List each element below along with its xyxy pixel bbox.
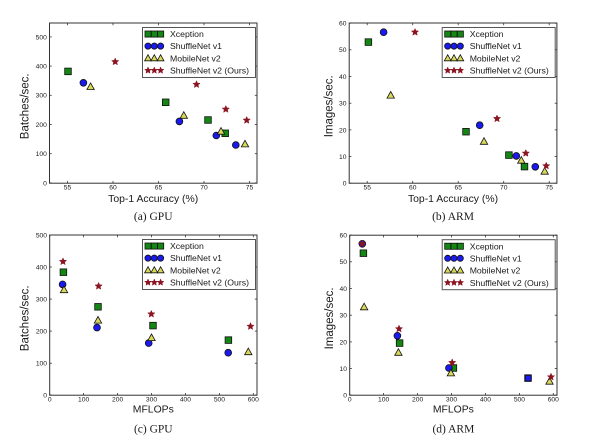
svg-text:ShuffleNet v1: ShuffleNet v1 [170, 41, 222, 51]
svg-text:Xception: Xception [470, 241, 504, 251]
svg-text:MFLOPs: MFLOPs [433, 405, 474, 416]
svg-text:100: 100 [36, 151, 47, 158]
svg-text:400: 400 [36, 64, 47, 71]
svg-text:600: 600 [548, 397, 559, 404]
svg-text:40: 40 [339, 74, 347, 81]
svg-text:70: 70 [500, 185, 508, 192]
svg-text:ShuffleNet v1: ShuffleNet v1 [170, 253, 222, 263]
svg-text:MFLOPs: MFLOPs [133, 405, 174, 416]
svg-text:Images/sec.: Images/sec. [324, 75, 336, 137]
svg-text:300: 300 [446, 397, 457, 404]
svg-text:(c) GPU: (c) GPU [134, 424, 173, 436]
svg-text:100: 100 [36, 361, 47, 368]
svg-text:40: 40 [340, 286, 348, 293]
svg-text:ShuffleNet v2 (Ours): ShuffleNet v2 (Ours) [170, 66, 249, 76]
svg-text:400: 400 [480, 397, 491, 404]
svg-text:500: 500 [36, 34, 47, 41]
svg-text:Images/sec.: Images/sec. [324, 287, 336, 349]
svg-text:Xception: Xception [170, 241, 204, 251]
svg-text:75: 75 [246, 185, 254, 192]
svg-text:(a) GPU: (a) GPU [134, 211, 173, 223]
svg-text:Top-1 Accuracy (%): Top-1 Accuracy (%) [108, 194, 198, 205]
svg-text:400: 400 [180, 397, 191, 404]
svg-text:65: 65 [454, 185, 462, 192]
svg-text:60: 60 [340, 233, 348, 240]
svg-text:Xception: Xception [170, 29, 204, 39]
svg-text:60: 60 [409, 185, 417, 192]
svg-text:50: 50 [340, 259, 348, 266]
svg-text:MobileNet v2: MobileNet v2 [170, 265, 221, 275]
svg-text:10: 10 [339, 154, 347, 161]
svg-text:30: 30 [340, 313, 348, 320]
svg-text:600: 600 [248, 397, 259, 404]
svg-text:10: 10 [340, 366, 348, 373]
svg-text:50: 50 [339, 47, 347, 54]
svg-text:500: 500 [514, 397, 525, 404]
svg-text:100: 100 [78, 397, 89, 404]
svg-text:0: 0 [343, 181, 347, 188]
svg-text:100: 100 [378, 397, 389, 404]
svg-text:400: 400 [36, 264, 47, 271]
svg-text:60: 60 [109, 185, 117, 192]
svg-text:Xception: Xception [470, 29, 504, 39]
svg-text:55: 55 [363, 185, 371, 192]
svg-text:MobileNet v2: MobileNet v2 [470, 266, 521, 276]
svg-text:55: 55 [64, 185, 72, 192]
svg-text:ShuffleNet v1: ShuffleNet v1 [470, 41, 522, 51]
svg-text:MobileNet v2: MobileNet v2 [470, 53, 521, 63]
svg-text:70: 70 [200, 185, 208, 192]
svg-text:20: 20 [340, 339, 348, 346]
svg-text:500: 500 [36, 232, 47, 239]
svg-text:65: 65 [155, 185, 163, 192]
svg-text:0: 0 [343, 393, 347, 400]
svg-text:200: 200 [112, 397, 123, 404]
svg-text:(b) ARM: (b) ARM [432, 211, 474, 223]
svg-text:300: 300 [36, 93, 47, 100]
svg-text:200: 200 [36, 329, 47, 336]
svg-text:0: 0 [348, 397, 352, 404]
svg-text:ShuffleNet v1: ShuffleNet v1 [470, 253, 522, 263]
svg-text:Batches/sec.: Batches/sec. [20, 73, 32, 139]
svg-text:20: 20 [339, 127, 347, 134]
svg-text:30: 30 [339, 101, 347, 108]
svg-text:0: 0 [43, 393, 47, 400]
svg-text:500: 500 [214, 397, 225, 404]
svg-text:(d) ARM: (d) ARM [432, 424, 474, 436]
svg-text:MobileNet v2: MobileNet v2 [170, 53, 221, 63]
svg-text:Batches/sec.: Batches/sec. [20, 285, 32, 351]
svg-text:200: 200 [412, 397, 423, 404]
svg-text:0: 0 [43, 180, 47, 187]
svg-text:Top-1 Accuracy (%): Top-1 Accuracy (%) [408, 194, 498, 205]
svg-text:75: 75 [545, 185, 553, 192]
svg-text:ShuffleNet v2 (Ours): ShuffleNet v2 (Ours) [470, 66, 549, 76]
svg-text:ShuffleNet v2 (Ours): ShuffleNet v2 (Ours) [470, 278, 549, 288]
svg-text:0: 0 [48, 397, 52, 404]
svg-text:ShuffleNet v2 (Ours): ShuffleNet v2 (Ours) [170, 278, 249, 288]
svg-text:60: 60 [339, 21, 347, 28]
svg-text:300: 300 [146, 397, 157, 404]
svg-text:300: 300 [36, 297, 47, 304]
svg-text:200: 200 [36, 122, 47, 129]
